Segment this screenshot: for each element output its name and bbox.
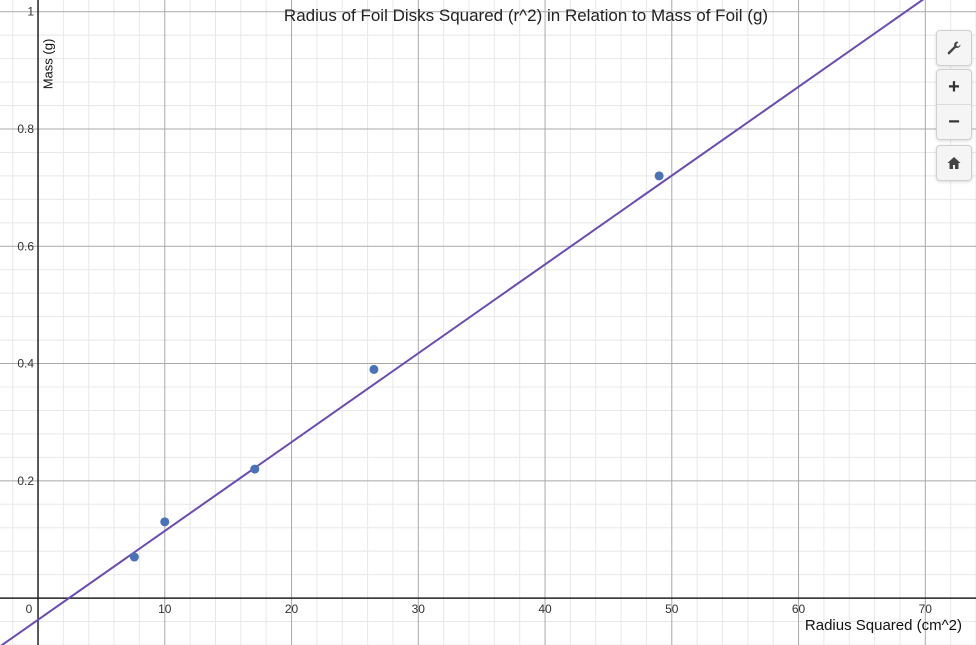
data-point (654, 171, 664, 181)
x-tick-label: 30 (412, 602, 426, 616)
home-button-group (936, 145, 972, 181)
data-point (129, 552, 139, 562)
x-tick-label: 0 (26, 602, 33, 616)
minus-icon: − (948, 110, 960, 133)
y-tick-label: 0.2 (17, 474, 34, 488)
x-tick-label: 60 (792, 602, 806, 616)
data-point (160, 517, 170, 527)
data-series (129, 171, 664, 562)
x-tick-label: 70 (919, 602, 933, 616)
home-icon (947, 157, 961, 169)
tick-labels: 0 10 20 30 40 50 60 70 0.2 0.4 0.6 0.8 1 (17, 5, 932, 616)
default-view-button[interactable] (937, 146, 971, 180)
y-tick-label: 0.6 (17, 239, 34, 253)
y-tick-label: 0.8 (17, 122, 34, 136)
x-tick-label: 50 (665, 602, 679, 616)
y-axis-label: Mass (g) (40, 38, 56, 90)
x-tick-label: 40 (538, 602, 552, 616)
x-tick-label: 20 (285, 602, 299, 616)
y-tick-label: 1 (27, 5, 34, 19)
settings-button-group (936, 30, 972, 66)
x-tick-label: 10 (158, 602, 172, 616)
zoom-in-button[interactable]: + (937, 70, 971, 104)
y-tick-label: 0.4 (17, 357, 34, 371)
x-axis-label: Radius Squared (cm^2) (804, 617, 962, 634)
data-point (250, 464, 260, 474)
chart-title: Radius of Foil Disks Squared (r^2) in Re… (283, 6, 769, 25)
zoom-button-group: + − (936, 69, 972, 140)
plus-icon: + (948, 75, 960, 98)
data-point (369, 364, 379, 374)
zoom-out-button[interactable]: − (937, 104, 971, 139)
settings-button[interactable] (937, 31, 971, 65)
wrench-icon (947, 41, 961, 55)
